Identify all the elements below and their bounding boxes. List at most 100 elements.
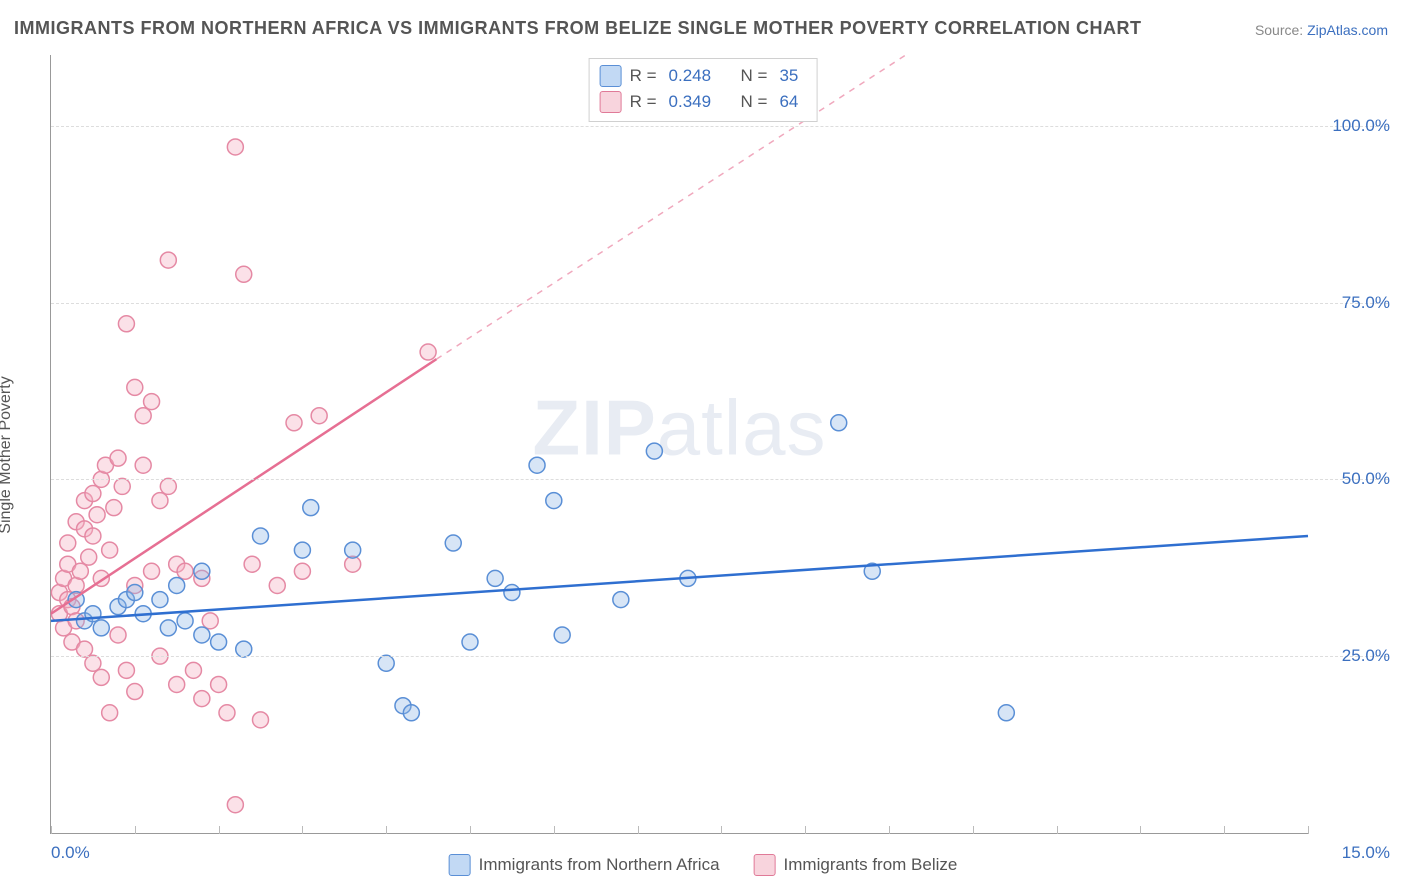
- data-point: [118, 316, 134, 332]
- data-point: [127, 585, 143, 601]
- series-legend: Immigrants from Northern Africa Immigran…: [449, 854, 958, 876]
- data-point: [177, 613, 193, 629]
- x-tick-label: 0.0%: [51, 843, 90, 863]
- data-point: [144, 394, 160, 410]
- data-point: [529, 457, 545, 473]
- stats-row-pink: R = 0.349 N = 64: [600, 89, 803, 115]
- data-point: [227, 139, 243, 155]
- data-point: [253, 712, 269, 728]
- data-point: [89, 507, 105, 523]
- data-point: [345, 542, 361, 558]
- x-tick: [1140, 826, 1141, 834]
- x-tick: [638, 826, 639, 834]
- gridline-h: [51, 126, 1388, 127]
- x-tick: [973, 826, 974, 834]
- y-tick-label: 75.0%: [1342, 293, 1390, 313]
- data-point: [135, 408, 151, 424]
- data-point: [546, 493, 562, 509]
- data-point: [211, 634, 227, 650]
- gridline-h: [51, 479, 1388, 480]
- source-link[interactable]: ZipAtlas.com: [1307, 22, 1388, 38]
- data-point: [135, 457, 151, 473]
- data-point: [998, 705, 1014, 721]
- data-point: [85, 655, 101, 671]
- n-label: N =: [741, 66, 768, 86]
- r-value-pink: 0.349: [669, 92, 712, 112]
- legend-label-pink: Immigrants from Belize: [784, 855, 958, 875]
- data-point: [60, 535, 76, 551]
- n-value-blue: 35: [779, 66, 798, 86]
- data-point: [102, 542, 118, 558]
- data-point: [211, 676, 227, 692]
- n-label: N =: [741, 92, 768, 112]
- data-point: [253, 528, 269, 544]
- data-point: [311, 408, 327, 424]
- data-point: [244, 556, 260, 572]
- data-point: [378, 655, 394, 671]
- data-point: [127, 684, 143, 700]
- data-point: [202, 613, 218, 629]
- data-point: [93, 669, 109, 685]
- data-point: [102, 705, 118, 721]
- legend-label-blue: Immigrants from Northern Africa: [479, 855, 720, 875]
- x-tick: [1057, 826, 1058, 834]
- data-point: [269, 577, 285, 593]
- data-point: [554, 627, 570, 643]
- data-point: [185, 662, 201, 678]
- data-point: [127, 379, 143, 395]
- data-point: [236, 641, 252, 657]
- y-tick-label: 25.0%: [1342, 646, 1390, 666]
- data-point: [152, 493, 168, 509]
- y-tick-label: 50.0%: [1342, 469, 1390, 489]
- data-point: [294, 542, 310, 558]
- data-point: [118, 662, 134, 678]
- trend-line-pink: [51, 359, 436, 614]
- data-point: [462, 634, 478, 650]
- plot-svg: [51, 55, 1308, 833]
- data-point: [85, 528, 101, 544]
- gridline-h: [51, 303, 1388, 304]
- x-tick: [135, 826, 136, 834]
- data-point: [303, 500, 319, 516]
- x-tick: [386, 826, 387, 834]
- data-point: [160, 620, 176, 636]
- data-point: [420, 344, 436, 360]
- data-point: [106, 500, 122, 516]
- data-point: [81, 549, 97, 565]
- swatch-pink: [600, 91, 622, 113]
- x-tick: [470, 826, 471, 834]
- data-point: [177, 563, 193, 579]
- data-point: [236, 266, 252, 282]
- data-point: [114, 478, 130, 494]
- data-point: [403, 705, 419, 721]
- x-tick: [219, 826, 220, 834]
- n-value-pink: 64: [779, 92, 798, 112]
- legend-item-blue: Immigrants from Northern Africa: [449, 854, 720, 876]
- data-point: [219, 705, 235, 721]
- stats-legend: R = 0.248 N = 35 R = 0.349 N = 64: [589, 58, 818, 122]
- y-axis-label: Single Mother Poverty: [0, 376, 15, 533]
- data-point: [646, 443, 662, 459]
- x-tick-label: 15.0%: [1342, 843, 1390, 863]
- trend-line-blue: [51, 536, 1308, 621]
- data-point: [77, 641, 93, 657]
- chart-title: IMMIGRANTS FROM NORTHERN AFRICA VS IMMIG…: [14, 18, 1141, 39]
- data-point: [194, 627, 210, 643]
- data-point: [72, 563, 88, 579]
- y-tick-label: 100.0%: [1332, 116, 1390, 136]
- data-point: [152, 592, 168, 608]
- swatch-blue: [600, 65, 622, 87]
- x-tick: [51, 826, 52, 834]
- plot-area: ZIPatlas 25.0%50.0%75.0%100.0%0.0%15.0%: [50, 55, 1308, 834]
- x-tick: [889, 826, 890, 834]
- swatch-pink: [754, 854, 776, 876]
- x-tick: [721, 826, 722, 834]
- data-point: [160, 478, 176, 494]
- x-tick: [302, 826, 303, 834]
- gridline-h: [51, 656, 1388, 657]
- data-point: [194, 691, 210, 707]
- correlation-chart: IMMIGRANTS FROM NORTHERN AFRICA VS IMMIG…: [0, 0, 1406, 892]
- data-point: [286, 415, 302, 431]
- data-point: [110, 627, 126, 643]
- data-point: [85, 486, 101, 502]
